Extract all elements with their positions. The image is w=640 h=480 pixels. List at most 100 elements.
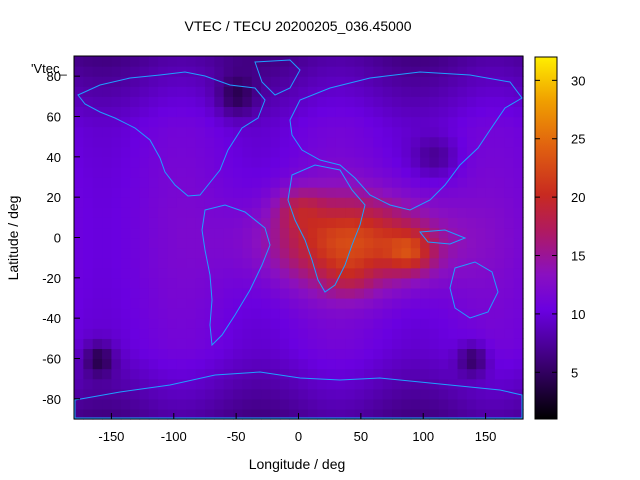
heat-cell	[251, 106, 262, 118]
heat-cell	[307, 136, 318, 148]
heat-cell	[354, 166, 365, 178]
heat-cell	[120, 187, 131, 198]
heat-cell	[373, 257, 384, 269]
heat-cell	[195, 207, 206, 218]
heat-cell	[223, 378, 234, 390]
heat-cell	[466, 116, 477, 128]
heat-cell	[251, 217, 262, 229]
heat-cell	[139, 368, 150, 380]
heat-cell	[74, 287, 84, 299]
heat-cell	[204, 247, 215, 259]
heat-cell	[363, 217, 374, 229]
heat-cell	[504, 308, 515, 319]
heat-cell	[167, 298, 178, 309]
heat-cell	[410, 408, 421, 420]
heat-cell	[186, 187, 197, 198]
heat-cell	[195, 217, 206, 229]
heat-cell	[289, 348, 300, 360]
heat-cell	[158, 338, 169, 350]
heat-cell	[148, 318, 159, 329]
heat-cell	[494, 56, 505, 67]
heat-cell	[373, 358, 384, 370]
heat-cell	[373, 106, 384, 118]
heat-cell	[214, 66, 225, 77]
heat-cell	[513, 217, 524, 229]
heat-cell	[326, 328, 337, 339]
heat-cell	[476, 56, 487, 67]
heat-cell	[466, 146, 477, 158]
heat-cell	[261, 318, 272, 329]
heat-cell	[335, 237, 346, 249]
heat-cell	[410, 166, 421, 178]
heat-cell	[504, 378, 515, 390]
heat-cell	[204, 328, 215, 339]
heat-cell	[420, 358, 431, 370]
heat-cell	[176, 76, 187, 87]
heat-cell	[111, 267, 122, 279]
heat-cell	[214, 267, 225, 279]
heat-cell	[102, 277, 113, 289]
heat-cell	[494, 136, 505, 148]
heat-cell	[354, 368, 365, 380]
y-tick-label: -80	[42, 392, 61, 407]
heat-cell	[373, 177, 384, 188]
heat-cell	[373, 207, 384, 218]
heat-cell	[363, 166, 374, 178]
heat-cell	[279, 348, 290, 360]
heat-cell	[298, 328, 309, 339]
heat-cell	[195, 348, 206, 360]
heat-cell	[148, 358, 159, 370]
heat-cell	[223, 166, 234, 178]
heat-cell	[485, 136, 496, 148]
heat-cell	[233, 388, 243, 400]
heat-cell	[466, 368, 477, 380]
heat-cell	[438, 177, 449, 188]
heat-cell	[485, 368, 496, 380]
heat-cell	[466, 277, 477, 289]
heat-cell	[363, 408, 374, 420]
heat-cell	[326, 166, 337, 178]
heat-cell	[223, 348, 234, 360]
heat-cell	[363, 197, 374, 208]
heat-cell	[120, 368, 131, 380]
heat-cell	[83, 187, 94, 198]
heat-cell	[494, 287, 505, 299]
heat-cell	[513, 398, 524, 410]
heat-cell	[261, 277, 272, 289]
heat-cell	[457, 207, 468, 218]
heat-cell	[204, 106, 215, 118]
heat-cell	[130, 106, 141, 118]
heat-cell	[148, 257, 159, 269]
heat-cell	[298, 166, 309, 178]
heat-cell	[102, 348, 113, 360]
heat-cell	[326, 126, 337, 138]
heat-cell	[457, 217, 468, 229]
heat-cell	[148, 287, 159, 299]
heat-cell	[335, 76, 346, 87]
heat-cell	[401, 408, 412, 420]
heat-cell	[167, 338, 178, 350]
heat-cell	[214, 257, 225, 269]
heat-cell	[373, 298, 384, 309]
heat-cell	[363, 76, 374, 87]
heat-cell	[494, 106, 505, 118]
heat-cell	[420, 207, 431, 218]
heat-cell	[448, 338, 459, 350]
heat-cell	[102, 358, 113, 370]
heat-cell	[92, 156, 103, 168]
heat-cell	[270, 227, 281, 239]
heat-cell	[214, 388, 225, 400]
heat-cell	[420, 116, 431, 128]
heat-cell	[392, 166, 402, 178]
heat-cell	[317, 187, 328, 198]
heat-cell	[83, 96, 94, 108]
heat-cell	[476, 126, 487, 138]
heat-cell	[485, 217, 496, 229]
heat-cell	[120, 126, 131, 138]
heat-cell	[298, 207, 309, 218]
heat-cell	[410, 287, 421, 299]
heat-cell	[382, 287, 393, 299]
heat-cell	[298, 267, 309, 279]
heat-cell	[410, 66, 421, 77]
heat-cell	[298, 96, 309, 108]
